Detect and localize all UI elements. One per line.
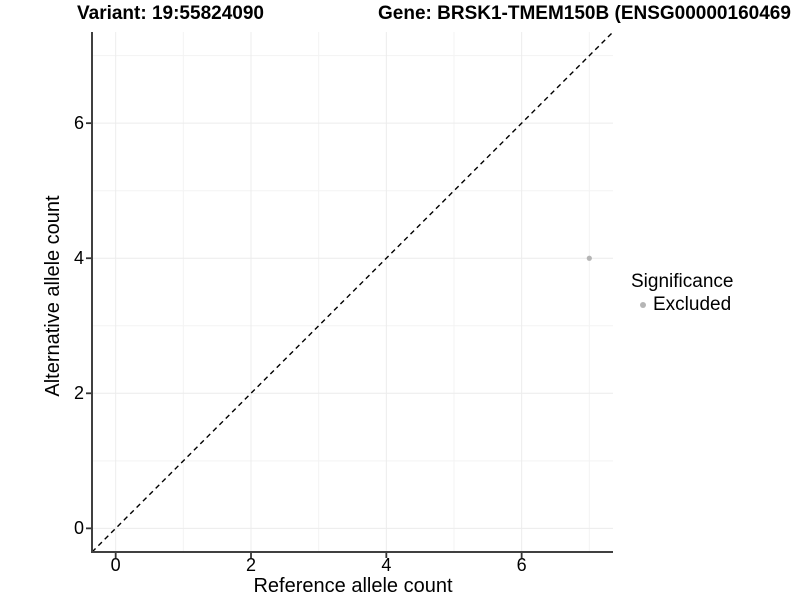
gene-title: Gene: BRSK1-TMEM150B (ENSG00000160469 [378,3,791,24]
excluded-point-icon [640,302,646,308]
variant-title: Variant: 19:55824090 [77,3,264,24]
identity-line [91,31,614,553]
y-tick-label: 6 [73,113,84,134]
x-tick-label: 2 [245,555,257,575]
legend: Significance Excluded [631,271,733,316]
data-point [586,255,592,261]
legend-item-label: Excluded [653,294,732,315]
x-tick-label: 6 [516,555,527,575]
y-axis-title: Alternative allele count [42,195,64,397]
y-tick-label: 0 [73,518,84,539]
y-tick-label: 2 [73,383,84,404]
legend-item-excluded: Excluded [631,294,733,316]
x-tick-label: 4 [381,555,392,575]
y-tick-label: 4 [73,248,84,269]
x-tick-label: 0 [110,555,121,575]
legend-title: Significance [631,271,734,292]
x-axis-title: Reference allele count [253,575,453,597]
